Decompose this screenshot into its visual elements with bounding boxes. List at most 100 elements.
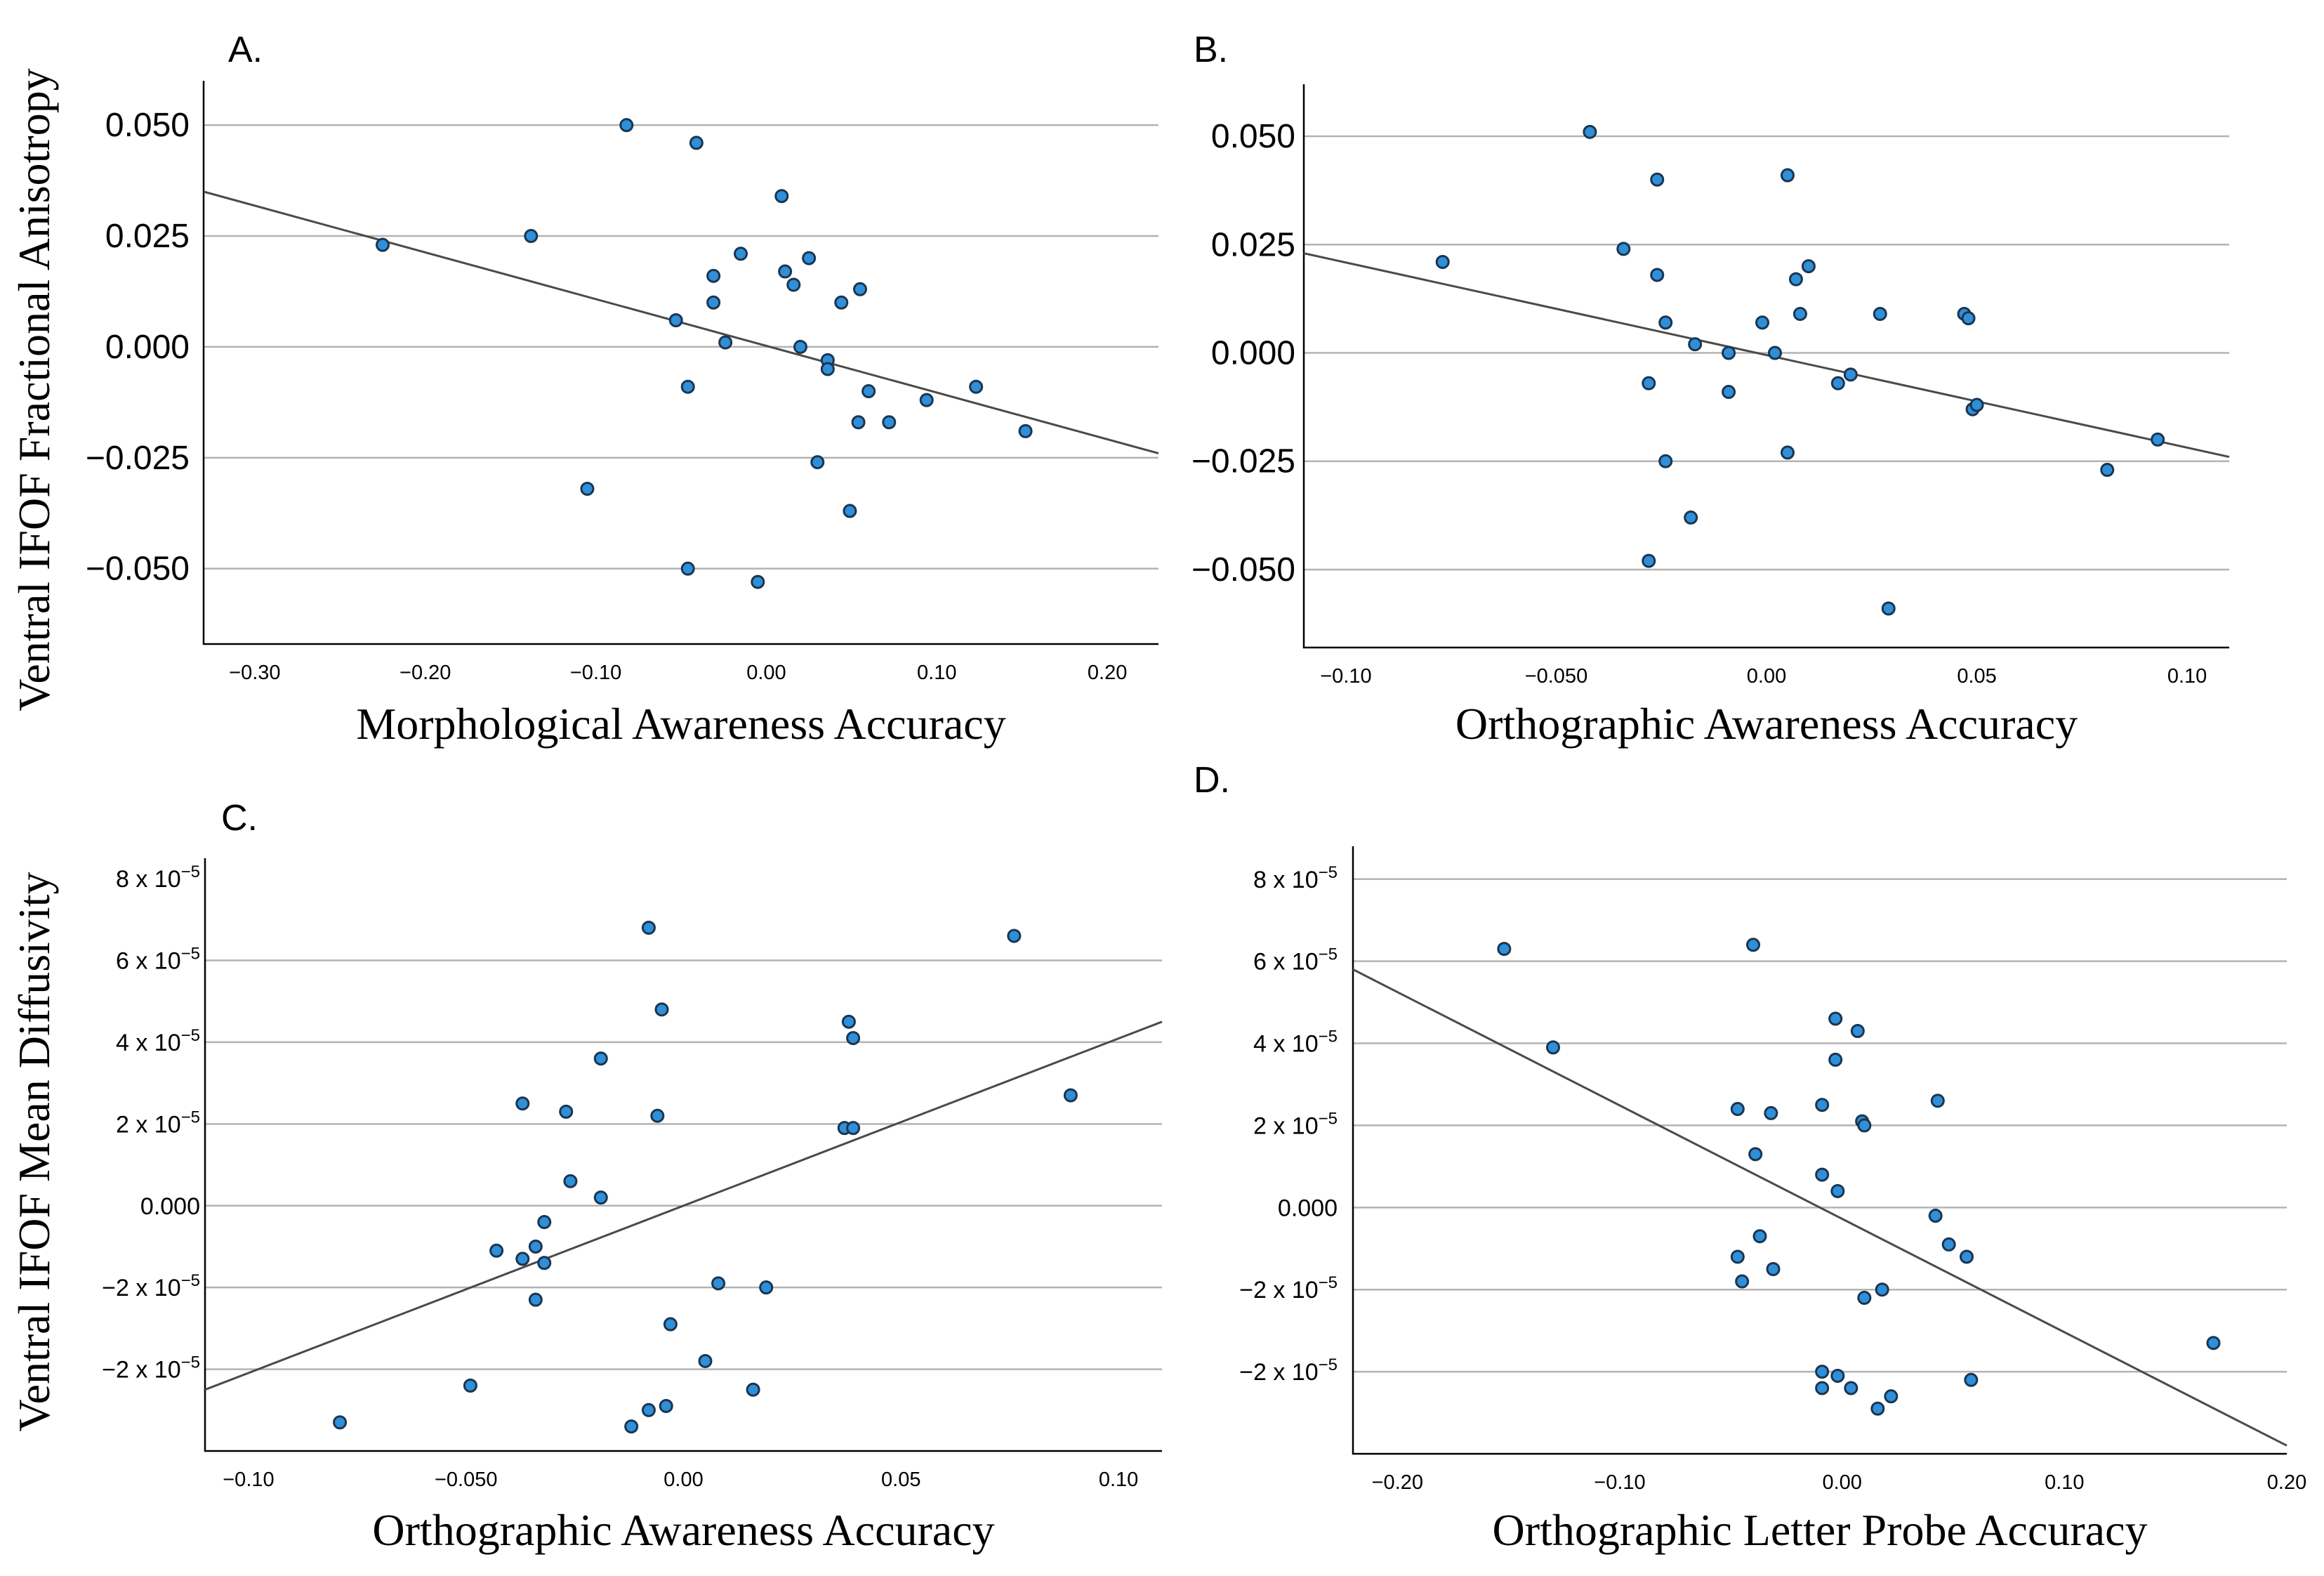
x-tick-label: −0.10: [570, 662, 621, 684]
data-point: [1815, 1167, 1830, 1182]
axes-frame: [1302, 84, 2229, 649]
data-point: [1960, 1249, 1974, 1264]
data-point: [376, 237, 390, 252]
x-tick-label: −0.20: [400, 662, 451, 684]
data-point: [786, 277, 801, 292]
data-point: [1815, 1098, 1830, 1112]
y-tick-label: 0.000: [1278, 1195, 1338, 1221]
y-tick-label: 0.025: [105, 218, 190, 255]
y-tick-label: 8 x 10−5: [1253, 863, 1338, 893]
data-point: [1546, 1040, 1560, 1055]
data-point: [580, 481, 595, 496]
panel-4: D. 8 x 10−5 6 x 10−5 4 x 10−5 2 x 10−5 0.000 −…: [1194, 760, 2306, 1555]
data-point: [559, 1104, 574, 1119]
x-tick-label: 0.00: [1822, 1471, 1861, 1494]
data-point: [1650, 268, 1665, 282]
x-tick-label: 0.10: [2045, 1471, 2084, 1494]
x-tick-label: 0.05: [1957, 665, 1996, 688]
data-point: [528, 1239, 543, 1254]
data-point: [680, 379, 695, 394]
data-point: [706, 268, 721, 283]
data-point: [1650, 172, 1665, 187]
data-point: [851, 415, 866, 430]
data-point: [1873, 306, 1887, 321]
data-point: [746, 1382, 760, 1397]
data-point: [1018, 423, 1033, 438]
panel-1: A. 0.050 0.025 0.000 −0.025 −0.050 −0.30 −0.20 −…: [86, 29, 1159, 749]
data-point: [2206, 1336, 2221, 1351]
x-tick-label: −0.050: [435, 1469, 498, 1491]
data-point: [537, 1256, 552, 1270]
data-point: [1730, 1102, 1745, 1117]
data-point: [698, 1353, 713, 1368]
data-point: [333, 1415, 348, 1430]
data-point: [1928, 1209, 1943, 1223]
x-tick-label: −0.30: [229, 662, 280, 684]
data-point: [810, 455, 825, 470]
x-tick-label: −0.10: [223, 1469, 274, 1491]
data-point: [668, 313, 683, 328]
data-point: [1875, 1282, 1889, 1297]
data-point: [1969, 398, 1984, 412]
panel-letter: D.: [1194, 760, 1230, 801]
data-point: [528, 1292, 543, 1307]
data-point: [802, 251, 817, 265]
data-point: [734, 247, 748, 261]
data-point: [1007, 928, 1022, 943]
x-tick-label: −0.050: [1525, 665, 1588, 688]
data-point: [2100, 463, 2115, 478]
data-point: [689, 136, 704, 150]
y-tick-label: 0.025: [1211, 226, 1295, 263]
x-tick-label: 0.10: [917, 662, 956, 684]
panel-3: C. 8 x 10−5 6 x 10−5 4 x 10−5 2 x 10−5 0.000 −…: [102, 798, 1163, 1555]
data-point: [593, 1190, 608, 1205]
data-point: [1684, 510, 1698, 525]
data-point: [463, 1378, 477, 1393]
data-point: [1497, 942, 1512, 957]
data-point: [1722, 346, 1736, 360]
y-tick-label: 2 x 10−5: [1253, 1109, 1338, 1139]
data-point: [711, 1276, 726, 1291]
data-point: [882, 415, 897, 430]
data-point: [820, 362, 835, 376]
y-tick-label: 4 x 10−5: [116, 1026, 200, 1056]
data-point: [489, 1243, 504, 1258]
data-point: [1792, 306, 1807, 321]
y-tick-label: 0.000: [140, 1193, 200, 1220]
data-point: [1850, 1024, 1865, 1039]
data-point: [1844, 1381, 1858, 1396]
data-point: [861, 384, 876, 399]
data-point: [1941, 1237, 1956, 1252]
panel-2: B. 0.050 0.025 0.000 −0.025 −0.050 −0.10 −0.050…: [1191, 29, 2230, 749]
x-tick-label: 0.00: [663, 1469, 703, 1491]
data-point: [846, 1121, 861, 1136]
data-point: [524, 229, 539, 244]
data-point: [680, 561, 695, 576]
x-tick-label: 0.05: [881, 1469, 920, 1491]
data-point: [593, 1051, 608, 1066]
x-tick-label: 0.10: [2167, 665, 2207, 688]
data-point: [1583, 124, 1597, 139]
x-tick-label: −0.10: [1594, 1471, 1645, 1494]
x-tick-label: 0.00: [1747, 665, 1786, 688]
y-tick-label: −0.025: [1191, 443, 1295, 480]
x-axis-label: Orthographic Awareness Accuracy: [1455, 699, 2078, 749]
data-point: [1435, 254, 1450, 269]
data-point: [650, 1108, 665, 1123]
data-point: [1964, 1372, 1979, 1387]
data-point: [706, 295, 721, 310]
data-point: [1801, 259, 1816, 274]
data-point: [834, 295, 849, 310]
data-point: [1748, 1147, 1763, 1162]
data-point: [1616, 242, 1631, 256]
data-point: [1767, 346, 1782, 360]
data-point: [843, 504, 857, 518]
y-tick-label: 0.050: [105, 107, 190, 144]
x-tick-label: −0.10: [1320, 665, 1371, 688]
y-tick-label: 4 x 10−5: [1253, 1027, 1338, 1058]
data-point: [1830, 1183, 1845, 1198]
data-point: [841, 1014, 856, 1029]
data-point: [1815, 1365, 1830, 1379]
data-point: [1746, 938, 1760, 952]
